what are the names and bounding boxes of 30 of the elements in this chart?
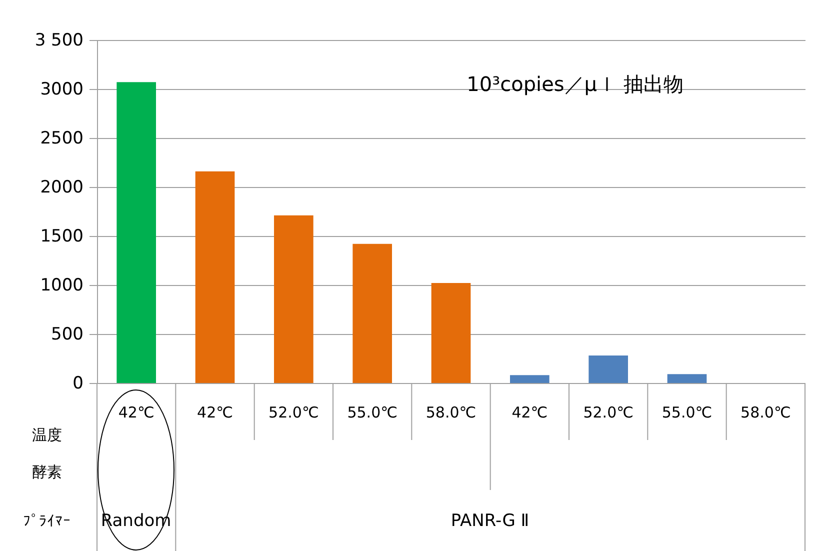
y-tick-label: 2500: [40, 128, 84, 148]
text: 10³copies／μｌ 抽出物: [466, 72, 684, 96]
bar: [431, 283, 471, 383]
x-tick-label: 52.0℃: [268, 404, 319, 422]
bar: [195, 171, 235, 383]
x-tick-label: 52.0℃: [583, 404, 634, 422]
x-tick-label: 42℃: [512, 404, 548, 422]
text: ﾌﾟﾗｲﾏｰ: [23, 512, 71, 530]
x-tick-label: 42℃: [197, 404, 233, 422]
bar: [274, 215, 314, 383]
y-tick-label: 1500: [40, 226, 84, 246]
y-tick-label: 2000: [40, 178, 84, 198]
text: 温度: [32, 426, 62, 444]
y-tick-label: 0: [72, 374, 84, 394]
x-tick-label: 55.0℃: [662, 404, 712, 422]
bar: [510, 375, 550, 383]
x-tick-label: 55.0℃: [347, 404, 398, 422]
y-tick-label: 1000: [40, 276, 84, 296]
bar: [116, 82, 156, 383]
x-tick-label: 42℃: [118, 404, 154, 422]
text: PANR-G Ⅱ: [450, 511, 530, 531]
y-tick-label: 3 500: [34, 30, 84, 50]
x-tick-label: 58.0℃: [426, 404, 476, 422]
bar: [352, 244, 392, 383]
y-tick-label: 3000: [40, 80, 84, 100]
x-tick-label: 58.0℃: [740, 404, 791, 422]
y-tick-label: 500: [51, 324, 84, 344]
bar: [667, 374, 707, 383]
bar: [588, 356, 628, 383]
text: 酵素: [32, 463, 62, 481]
